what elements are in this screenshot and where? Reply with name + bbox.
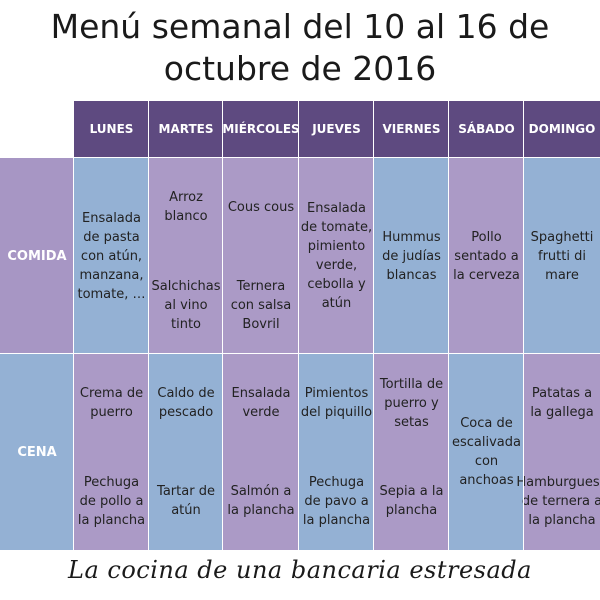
cena-martes-2: Tartar de atún — [149, 452, 223, 550]
comida-viernes: Hummus de judías blancas — [374, 158, 449, 354]
comida-martes-2: Salchichas al vino tinto — [149, 256, 223, 354]
vline — [222, 101, 223, 550]
vline — [448, 101, 449, 550]
comida-martes-1: Arroz blanco — [149, 158, 223, 256]
vline — [298, 101, 299, 550]
table-corner — [0, 101, 74, 158]
header-lunes: LUNES — [74, 101, 149, 158]
title-line-1: Menú semanal del 10 al 16 de — [50, 7, 550, 46]
header-jueves: JUEVES — [299, 101, 374, 158]
footer-signature: La cocina de una bancaria estresada — [68, 556, 532, 584]
header-viernes: VIERNES — [374, 101, 449, 158]
cena-sabado: Coca de escalivada con anchoas — [449, 354, 524, 550]
comida-miercoles-1: Cous cous — [223, 158, 299, 256]
comida-jueves: Ensalada de tomate, pimiento verde, cebo… — [299, 158, 374, 354]
row-label-cena: CENA — [0, 354, 74, 550]
cena-domingo-1: Patatas a la gallega — [524, 354, 600, 452]
comida-lunes: Ensalada de pasta con atún, manzana, tom… — [74, 158, 149, 354]
comida-miercoles-2: Ternera con salsa Bovril — [223, 256, 299, 354]
header-sabado: SÁBADO — [449, 101, 524, 158]
cena-domingo-2: Hamburguesa de ternera a la plancha — [516, 452, 600, 550]
hline — [0, 157, 600, 158]
cena-jueves-1: Pimientos del piquillo — [299, 354, 374, 452]
title-line-2: octubre de 2016 — [163, 49, 437, 88]
cena-miercoles-2: Salmón a la plancha — [223, 452, 299, 550]
header-martes: MARTES — [149, 101, 223, 158]
header-domingo: DOMINGO — [524, 101, 600, 158]
cena-jueves-2: Pechuga de pavo a la plancha — [299, 452, 374, 550]
hline — [0, 353, 600, 354]
page-title: Menú semanal del 10 al 16 de octubre de … — [0, 6, 600, 90]
cena-martes-1: Caldo de pescado — [149, 354, 223, 452]
vline — [148, 101, 149, 550]
cena-lunes-1: Crema de puerro — [74, 354, 149, 452]
cena-lunes-2: Pechuga de pollo a la plancha — [74, 452, 149, 550]
vline — [73, 101, 74, 550]
cena-viernes-2: Sepia a la plancha — [374, 452, 449, 550]
comida-sabado: Pollo sentado a la cerveza — [449, 158, 524, 354]
row-label-comida: COMIDA — [0, 158, 74, 354]
vline — [373, 101, 374, 550]
header-miercoles: MIÉRCOLES — [222, 101, 300, 158]
vline — [523, 101, 524, 550]
comida-domingo: Spaghetti frutti di mare — [524, 158, 600, 354]
cena-viernes-1: Tortilla de puerro y setas — [374, 354, 449, 452]
cena-miercoles-1: Ensalada verde — [223, 354, 299, 452]
